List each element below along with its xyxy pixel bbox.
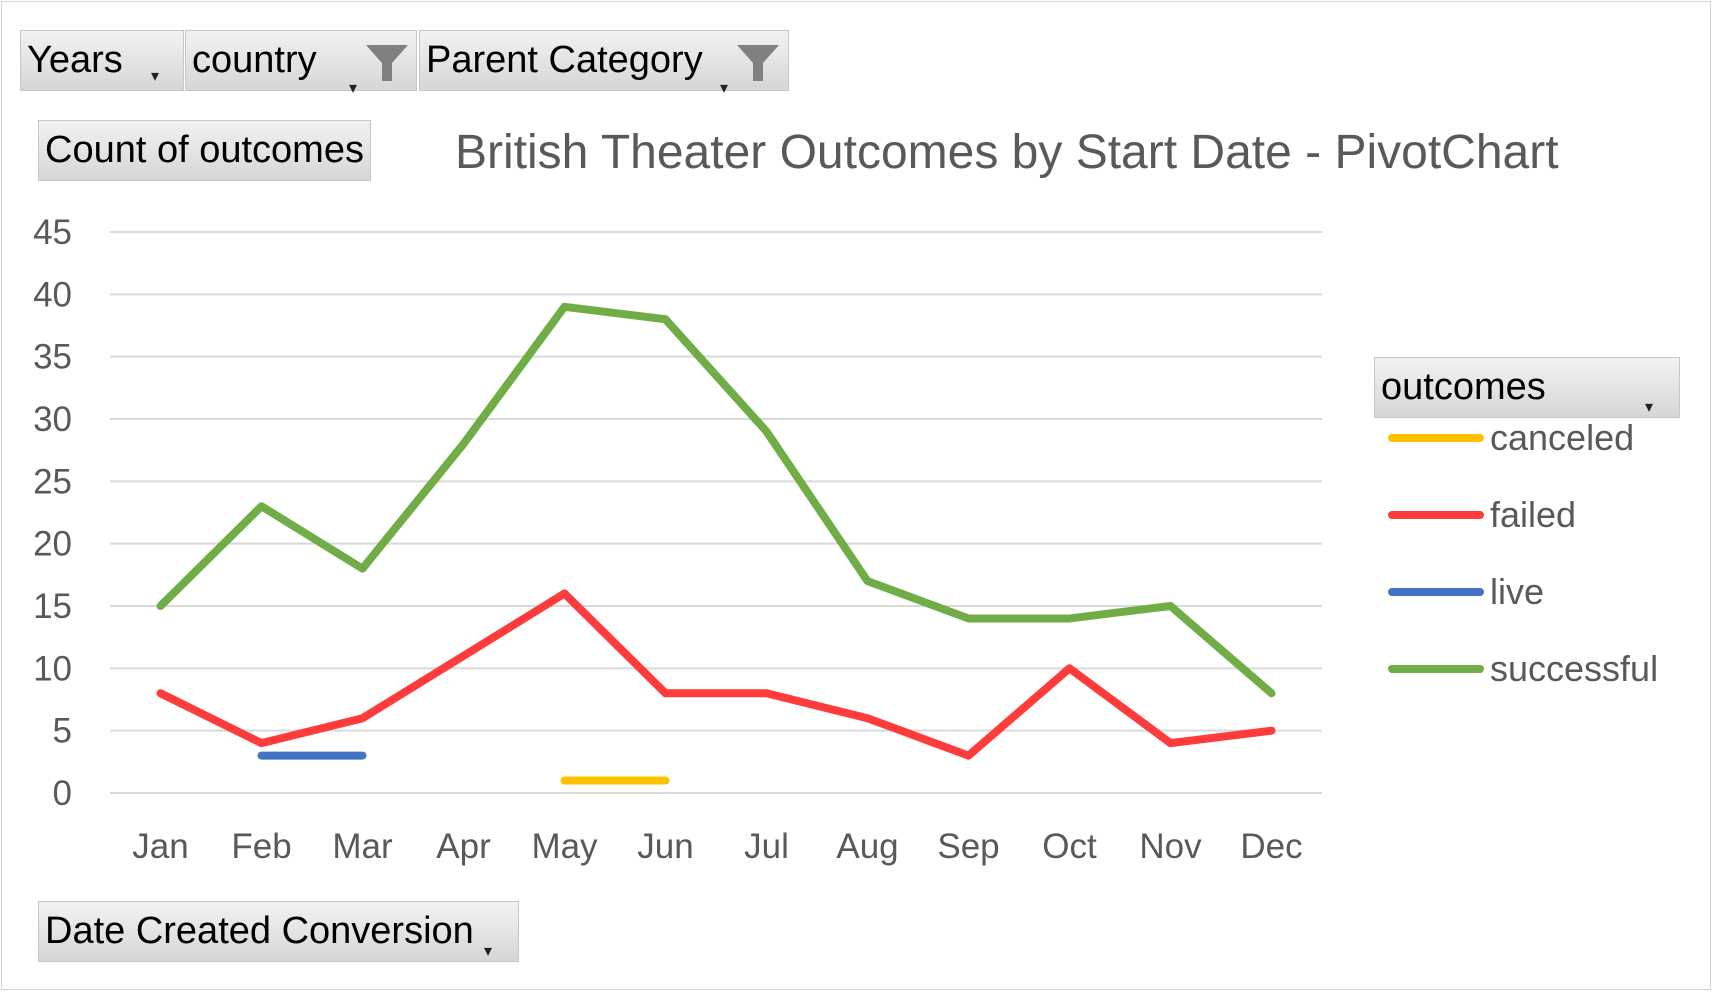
y-tick-label: 45 (33, 213, 72, 252)
y-tick-label: 30 (33, 400, 72, 439)
legend-label: failed (1490, 494, 1577, 535)
y-tick-label: 0 (53, 774, 72, 813)
y-tick-label: 15 (33, 587, 72, 626)
years-filter-button[interactable]: Years ▾ (20, 30, 184, 91)
y-tick-label: 5 (53, 712, 72, 751)
series-line-successful (156, 302, 1276, 698)
gridlines (110, 231, 1322, 794)
chart-title: British Theater Outcomes by Start Date -… (455, 126, 1559, 179)
legend-swatch (1388, 434, 1484, 442)
filter-icon (737, 45, 779, 81)
axis-field-label: Date Created Conversion (45, 910, 474, 952)
chevron-down-icon: ▾ (1645, 399, 1654, 416)
legend-label: live (1490, 571, 1545, 612)
y-tick-label: 40 (33, 275, 72, 314)
filter-icon (366, 45, 408, 81)
years-filter-label: Years (27, 39, 123, 81)
chevron-down-icon: ▾ (349, 80, 358, 97)
x-tick-label: Jun (637, 827, 693, 866)
x-tick-label: Aug (836, 827, 898, 866)
value-field-button[interactable]: Count of outcomes (38, 120, 371, 181)
parent-category-filter-button[interactable]: Parent Category ▾ (419, 30, 789, 97)
x-tick-label: Dec (1240, 827, 1302, 866)
y-tick-label: 10 (33, 649, 72, 688)
x-tick-label: May (531, 827, 598, 866)
chevron-down-icon: ▾ (484, 943, 493, 960)
legend-field-label: outcomes (1381, 366, 1546, 408)
legend-label: successful (1490, 648, 1659, 689)
y-axis-ticks: 0 5 10 15 20 25 30 35 40 45 (33, 213, 72, 813)
x-tick-label: Apr (436, 827, 491, 866)
x-axis-ticks: Jan Feb Mar Apr May Jun Jul Aug Sep Oct Nov Dec (132, 827, 1302, 866)
legend-swatch (1388, 588, 1484, 596)
legend-swatch (1388, 665, 1484, 673)
x-tick-label: Sep (937, 827, 999, 866)
y-tick-label: 35 (33, 338, 72, 377)
y-tick-label: 20 (33, 525, 72, 564)
x-tick-label: Feb (231, 827, 291, 866)
x-tick-label: Mar (332, 827, 393, 866)
y-tick-label: 25 (33, 462, 72, 501)
x-tick-label: Jul (744, 827, 789, 866)
series-line-failed (156, 589, 1276, 760)
legend-field-button[interactable]: outcomes ▾ (1374, 357, 1680, 418)
parent-category-filter-label: Parent Category (426, 39, 703, 81)
series-lines (156, 302, 1276, 785)
x-tick-label: Jan (132, 827, 188, 866)
legend-label: canceled (1490, 417, 1635, 458)
country-filter-button[interactable]: country ▾ (185, 30, 417, 97)
chevron-down-icon: ▾ (720, 80, 729, 97)
country-filter-label: country (192, 39, 317, 81)
x-tick-label: Nov (1139, 827, 1202, 866)
chevron-down-icon: ▾ (151, 68, 160, 85)
value-field-label: Count of outcomes (45, 129, 364, 171)
x-tick-label: Oct (1042, 827, 1097, 866)
legend-swatch (1388, 511, 1484, 519)
axis-field-button[interactable]: Date Created Conversion ▾ (38, 901, 519, 962)
